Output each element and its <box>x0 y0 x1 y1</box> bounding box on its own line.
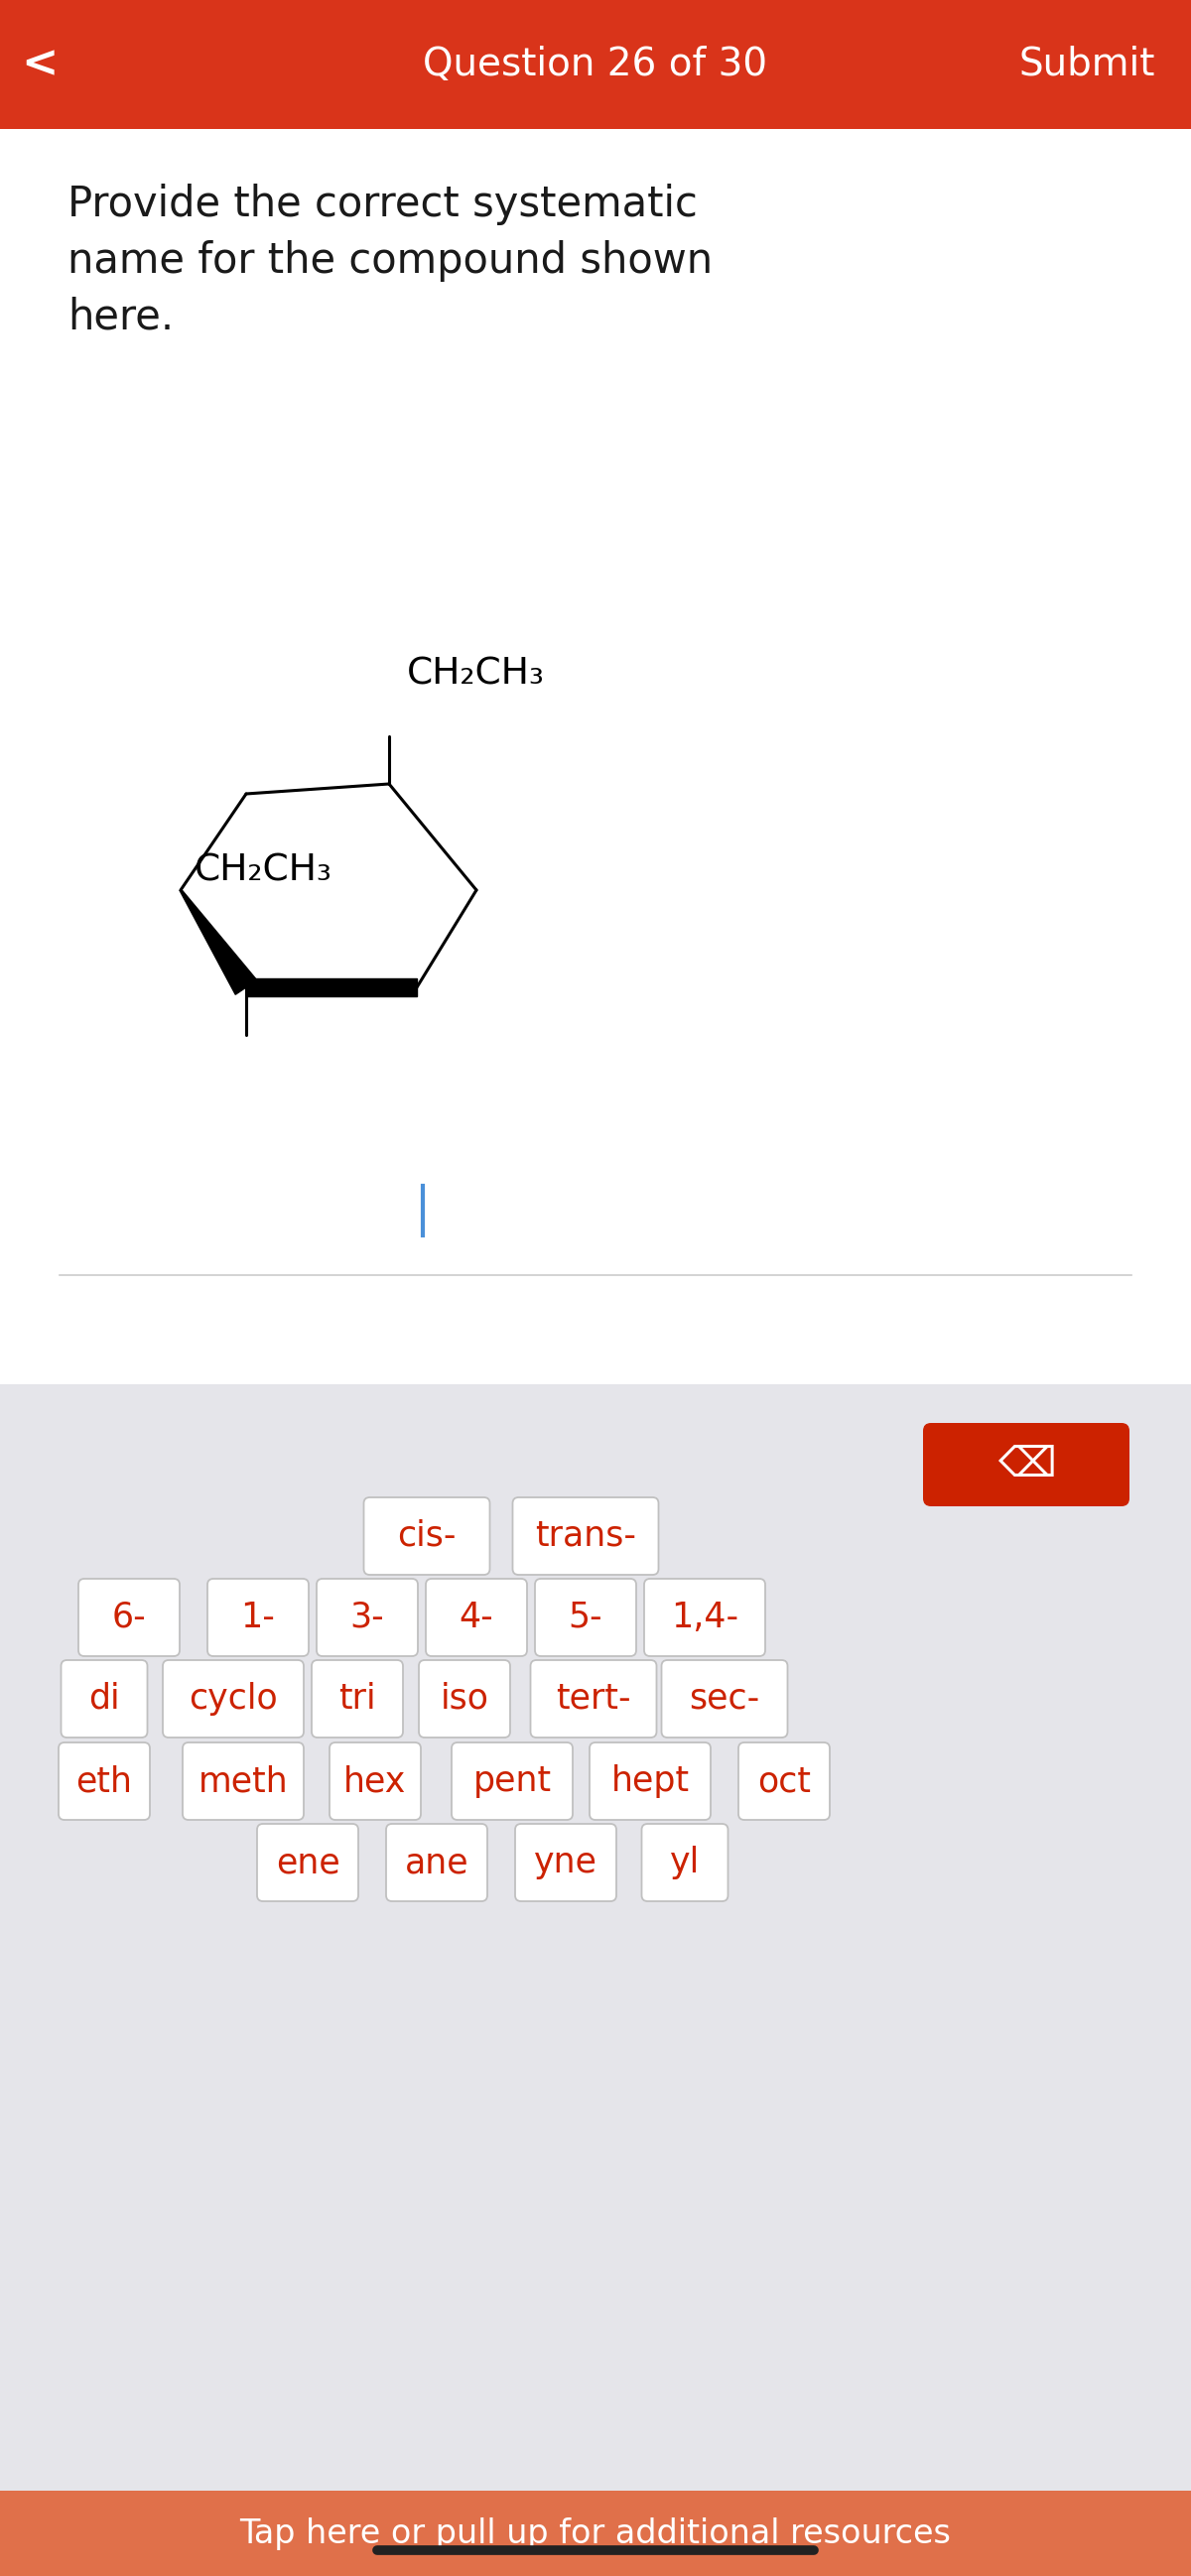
Text: cyclo: cyclo <box>188 1682 278 1716</box>
Text: hex: hex <box>344 1765 406 1798</box>
Text: pent: pent <box>473 1765 551 1798</box>
FancyBboxPatch shape <box>61 1659 148 1736</box>
Text: meth: meth <box>198 1765 288 1798</box>
Text: oct: oct <box>757 1765 811 1798</box>
Text: Question 26 of 30: Question 26 of 30 <box>423 46 768 82</box>
FancyBboxPatch shape <box>516 1824 617 1901</box>
Text: CH₂CH₃: CH₂CH₃ <box>194 853 332 889</box>
FancyBboxPatch shape <box>330 1741 420 1819</box>
FancyBboxPatch shape <box>312 1659 403 1736</box>
Polygon shape <box>247 979 417 997</box>
FancyBboxPatch shape <box>642 1824 728 1901</box>
FancyBboxPatch shape <box>923 1422 1129 1507</box>
Text: 1-: 1- <box>241 1600 275 1633</box>
FancyBboxPatch shape <box>79 1579 180 1656</box>
Text: yl: yl <box>669 1844 700 1880</box>
FancyBboxPatch shape <box>535 1579 636 1656</box>
Text: 3-: 3- <box>350 1600 385 1633</box>
Text: 1,4-: 1,4- <box>671 1600 738 1633</box>
Text: tri: tri <box>338 1682 376 1716</box>
Text: ane: ane <box>405 1844 469 1880</box>
Text: cis-: cis- <box>398 1520 456 1553</box>
Text: <: < <box>21 44 58 85</box>
Text: ⌫: ⌫ <box>997 1443 1055 1486</box>
Text: ene: ene <box>275 1844 339 1880</box>
Text: trans-: trans- <box>535 1520 636 1553</box>
FancyBboxPatch shape <box>590 1741 711 1819</box>
Text: eth: eth <box>76 1765 132 1798</box>
FancyBboxPatch shape <box>512 1497 659 1574</box>
Text: Provide the correct systematic
name for the compound shown
here.: Provide the correct systematic name for … <box>68 183 712 337</box>
Text: Submit: Submit <box>1018 46 1155 82</box>
FancyBboxPatch shape <box>386 1824 487 1901</box>
FancyBboxPatch shape <box>419 1659 510 1736</box>
Text: CH₂CH₃: CH₂CH₃ <box>407 657 544 693</box>
FancyBboxPatch shape <box>530 1659 656 1736</box>
FancyBboxPatch shape <box>317 1579 418 1656</box>
Text: 5-: 5- <box>568 1600 603 1633</box>
Text: tert-: tert- <box>556 1682 631 1716</box>
FancyBboxPatch shape <box>451 1741 573 1819</box>
FancyBboxPatch shape <box>363 1497 490 1574</box>
FancyBboxPatch shape <box>426 1579 526 1656</box>
Bar <box>0 0 1191 129</box>
Bar <box>0 2491 1191 2576</box>
FancyBboxPatch shape <box>644 1579 766 1656</box>
FancyBboxPatch shape <box>58 1741 150 1819</box>
Text: Tap here or pull up for additional resources: Tap here or pull up for additional resou… <box>239 2517 952 2550</box>
Text: 4-: 4- <box>460 1600 493 1633</box>
FancyBboxPatch shape <box>738 1741 830 1819</box>
Text: iso: iso <box>441 1682 488 1716</box>
Text: yne: yne <box>534 1844 598 1880</box>
Polygon shape <box>180 889 257 994</box>
FancyBboxPatch shape <box>182 1741 304 1819</box>
FancyBboxPatch shape <box>257 1824 358 1901</box>
FancyBboxPatch shape <box>661 1659 787 1736</box>
Text: di: di <box>88 1682 120 1716</box>
Text: 6-: 6- <box>112 1600 146 1633</box>
FancyBboxPatch shape <box>163 1659 304 1736</box>
Text: hept: hept <box>611 1765 690 1798</box>
Text: sec-: sec- <box>690 1682 760 1716</box>
Bar <box>0 1383 1191 2491</box>
FancyBboxPatch shape <box>207 1579 308 1656</box>
